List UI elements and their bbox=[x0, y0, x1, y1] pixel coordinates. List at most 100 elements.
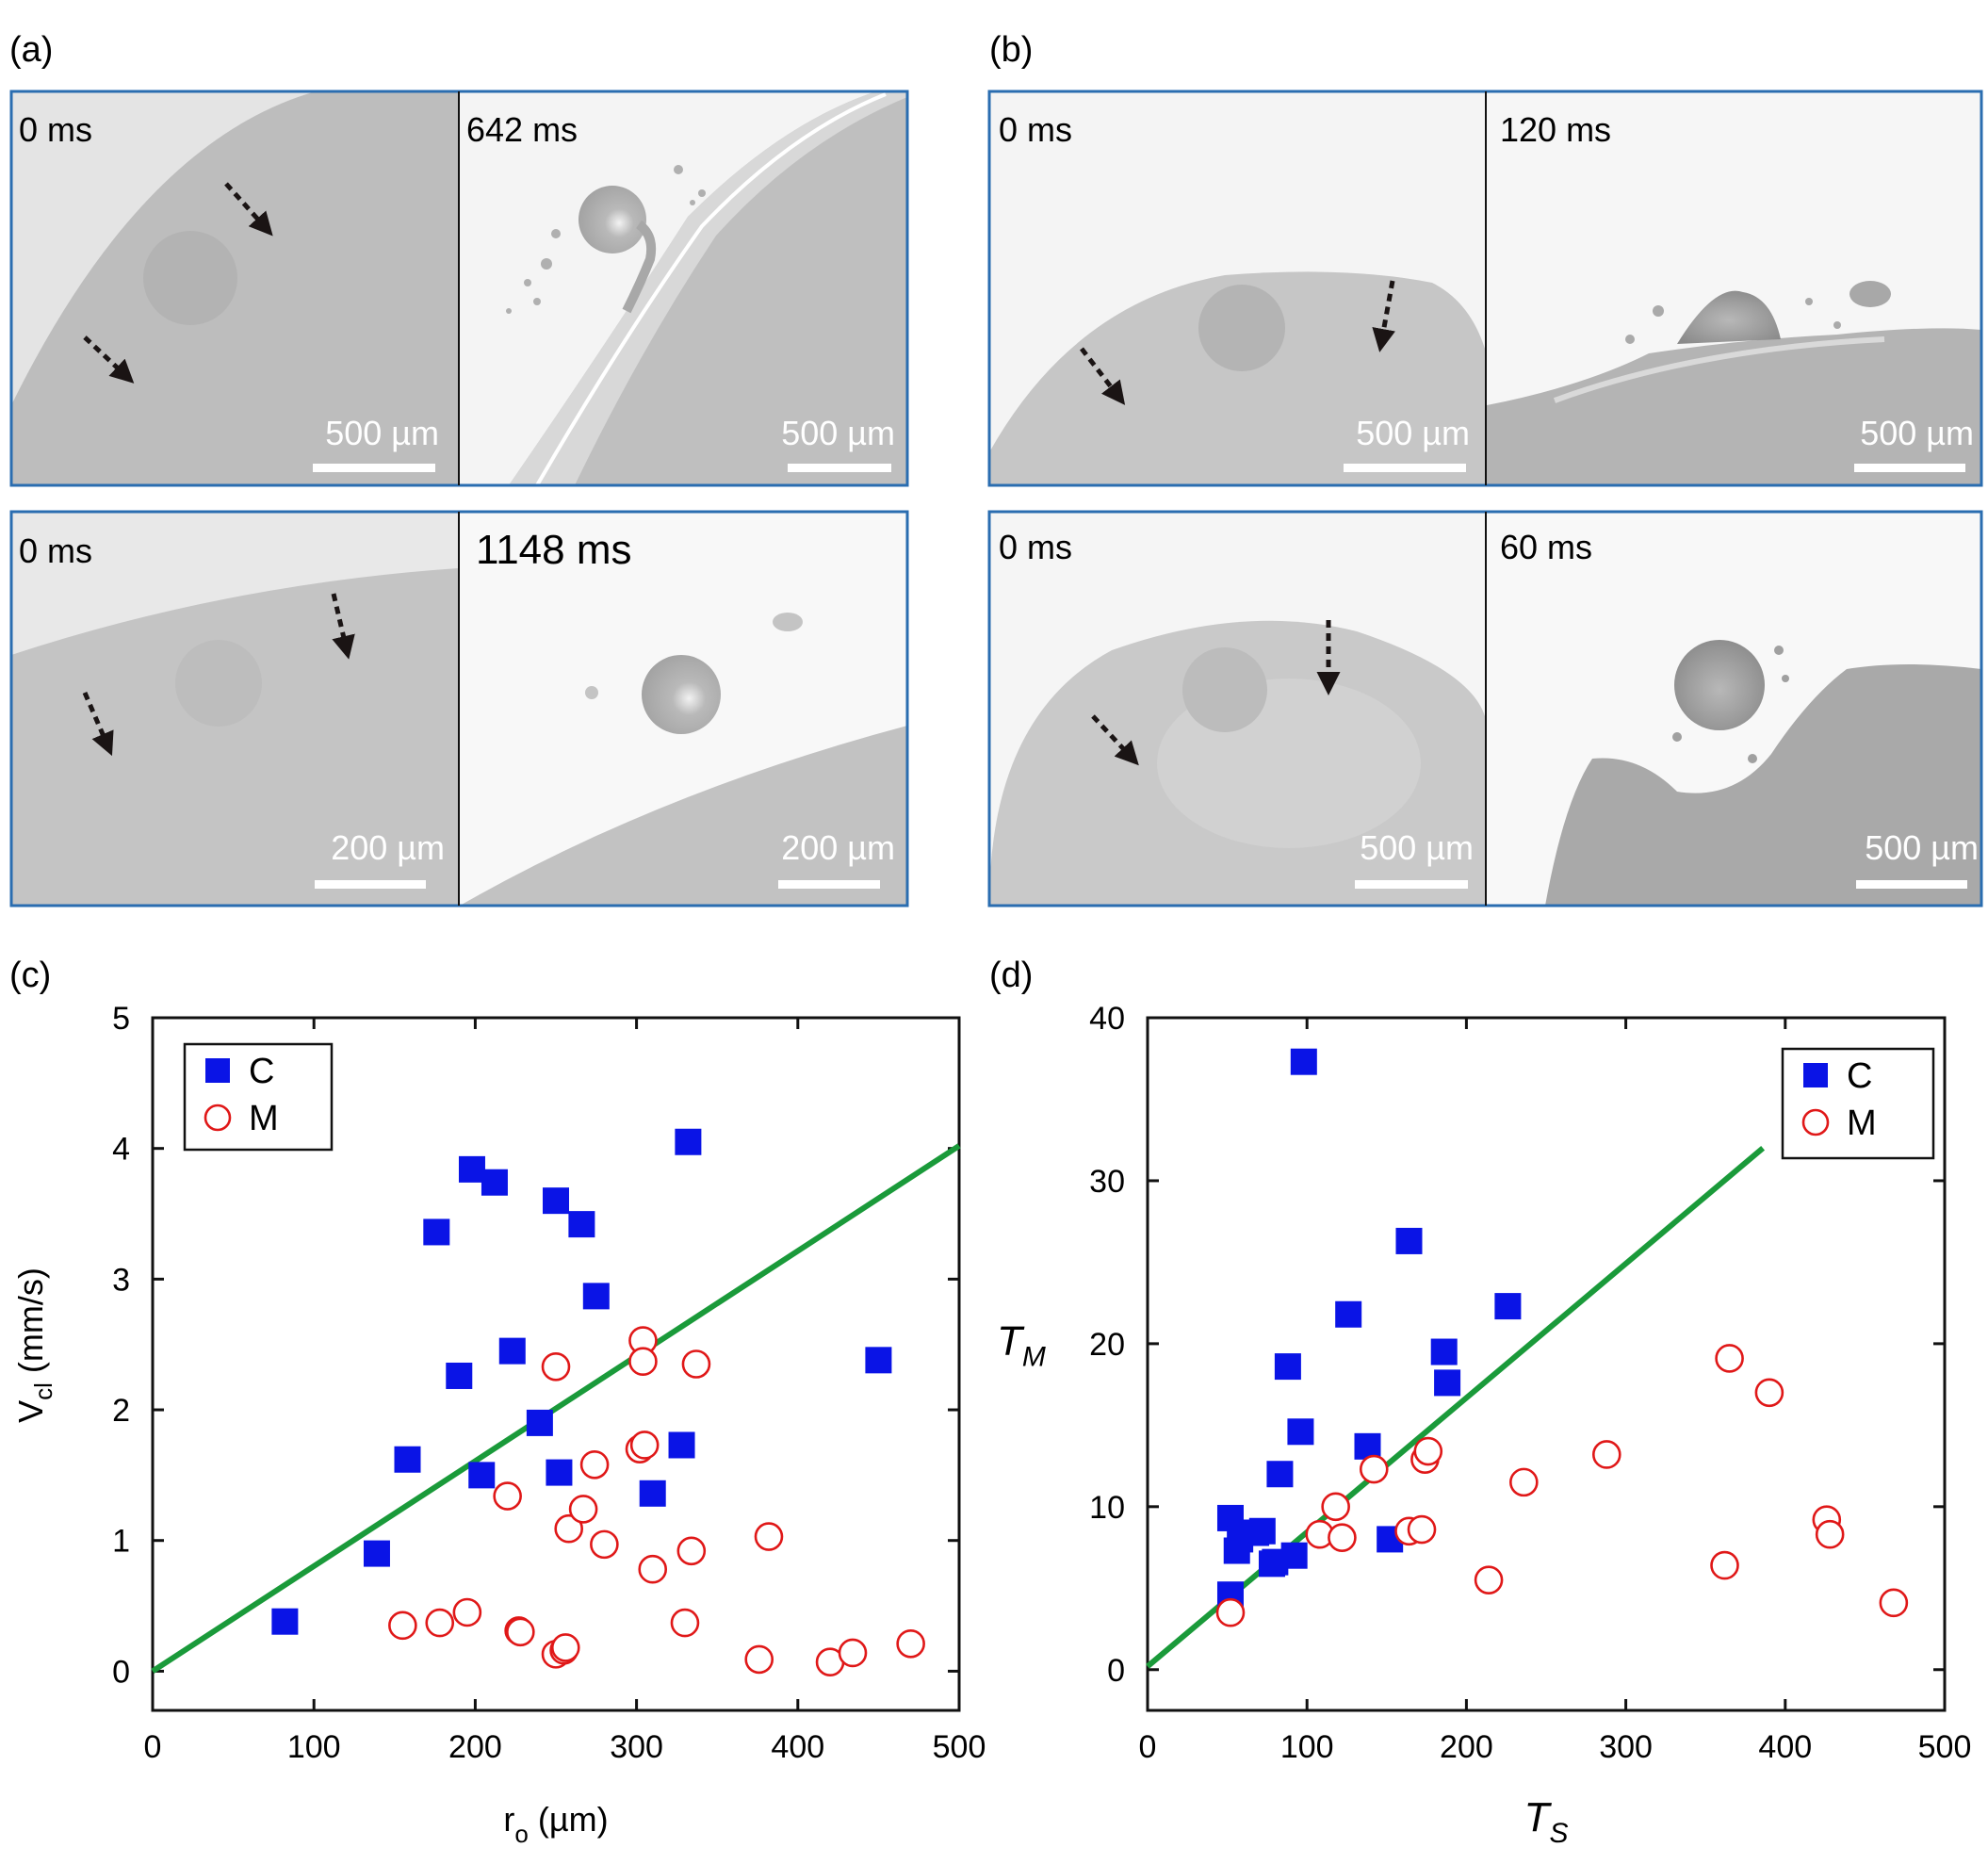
point-C bbox=[1280, 1542, 1308, 1569]
scale-bar bbox=[778, 880, 880, 889]
point-M bbox=[744, 1644, 774, 1675]
point-C bbox=[543, 1187, 569, 1215]
time-label: 0 ms bbox=[999, 110, 1072, 149]
scale-bar bbox=[1854, 464, 1965, 472]
scale-bar bbox=[1355, 880, 1468, 889]
point-C bbox=[582, 1283, 610, 1310]
x-tick-label: 300 bbox=[610, 1729, 663, 1765]
x-tick-label: 0 bbox=[144, 1729, 162, 1765]
point-M bbox=[629, 1431, 660, 1460]
point-M bbox=[1591, 1440, 1621, 1469]
x-tick-label: 300 bbox=[1599, 1729, 1653, 1765]
panel-a-row2-right: 1148 ms 200 µm bbox=[460, 512, 907, 906]
point-C bbox=[363, 1540, 390, 1567]
plot-frame bbox=[1146, 1016, 1947, 1712]
y-tick-label: 10 bbox=[1089, 1490, 1125, 1526]
point-M bbox=[452, 1597, 482, 1627]
scale-label: 500 µm bbox=[1360, 828, 1474, 867]
point-M bbox=[1754, 1378, 1784, 1408]
point-M bbox=[896, 1628, 925, 1659]
time-label: 60 ms bbox=[1500, 528, 1592, 566]
scale-label: 500 µm bbox=[1860, 414, 1974, 452]
time-label: 0 ms bbox=[19, 110, 92, 149]
point-M bbox=[1879, 1588, 1909, 1618]
panel-b-row1-left: 0 ms 500 µm bbox=[989, 91, 1485, 485]
point-M bbox=[550, 1633, 580, 1662]
point-C bbox=[865, 1347, 892, 1374]
time-label: 642 ms bbox=[466, 110, 578, 149]
x-tick-label: 400 bbox=[771, 1729, 824, 1765]
scale-label: 200 µm bbox=[781, 828, 895, 867]
point-M bbox=[670, 1608, 700, 1638]
point-M bbox=[1328, 1523, 1357, 1552]
legend-label-M: M bbox=[1847, 1104, 1877, 1143]
point-C bbox=[675, 1128, 702, 1155]
point-M bbox=[590, 1529, 619, 1560]
point-M bbox=[1474, 1565, 1504, 1594]
point-C bbox=[394, 1446, 421, 1473]
scale-label: 500 µm bbox=[1865, 828, 1979, 867]
point-M bbox=[506, 1617, 535, 1647]
scale-bar bbox=[315, 880, 426, 889]
y-tick-label: 40 bbox=[1089, 1001, 1125, 1037]
point-M bbox=[1715, 1344, 1744, 1373]
fit-line bbox=[151, 1143, 961, 1674]
x-tick-label: 0 bbox=[1139, 1729, 1157, 1765]
scale-bar bbox=[1344, 464, 1466, 472]
x-tick-label: 100 bbox=[1280, 1729, 1334, 1765]
point-M bbox=[1359, 1454, 1389, 1484]
scale-label: 500 µm bbox=[1356, 414, 1470, 452]
point-M bbox=[425, 1608, 455, 1638]
point-C bbox=[1274, 1353, 1301, 1381]
point-C bbox=[1395, 1227, 1423, 1254]
panel-label-a: (a) bbox=[9, 30, 53, 70]
point-C bbox=[546, 1459, 573, 1486]
y-tick-label: 4 bbox=[112, 1132, 130, 1168]
time-label: 120 ms bbox=[1500, 110, 1611, 149]
scale-label: 200 µm bbox=[331, 828, 445, 867]
y-tick-label: 3 bbox=[112, 1262, 130, 1298]
point-C bbox=[526, 1409, 553, 1436]
y-tick-label: 5 bbox=[112, 1001, 130, 1037]
panel-a-row2-left: 0 ms 200 µm bbox=[11, 512, 458, 906]
panel-label-b: (b) bbox=[989, 30, 1033, 70]
point-C bbox=[1290, 1048, 1317, 1075]
point-C bbox=[1434, 1369, 1461, 1397]
time-label: 0 ms bbox=[999, 528, 1072, 566]
time-label: 1148 ms bbox=[476, 527, 632, 573]
y-axis-label: Vcl (mm/s) bbox=[11, 1267, 57, 1423]
point-M bbox=[493, 1481, 522, 1511]
legend-label-C: C bbox=[1847, 1056, 1872, 1096]
legend-marker-M bbox=[204, 1104, 232, 1132]
y-tick-label: 1 bbox=[112, 1524, 130, 1560]
legend-marker-C bbox=[1803, 1063, 1828, 1087]
point-C bbox=[1248, 1517, 1276, 1545]
point-M bbox=[1815, 1519, 1845, 1549]
point-C bbox=[458, 1155, 485, 1183]
time-label: 0 ms bbox=[19, 531, 92, 570]
x-tick-label: 200 bbox=[1440, 1729, 1493, 1765]
point-C bbox=[446, 1362, 473, 1389]
x-axis-label: ro (µm) bbox=[503, 1800, 608, 1848]
point-M bbox=[838, 1638, 868, 1668]
x-tick-label: 400 bbox=[1758, 1729, 1812, 1765]
y-tick-label: 0 bbox=[112, 1654, 130, 1690]
y-tick-label: 30 bbox=[1089, 1164, 1125, 1200]
x-tick-label: 100 bbox=[287, 1729, 341, 1765]
point-C bbox=[668, 1431, 695, 1459]
panel-b-row2-left: 0 ms 500 µm bbox=[989, 512, 1485, 906]
point-C bbox=[1266, 1461, 1294, 1488]
point-M bbox=[628, 1347, 658, 1377]
point-M bbox=[1710, 1550, 1739, 1580]
point-M bbox=[1215, 1597, 1246, 1627]
y-tick-label: 2 bbox=[112, 1393, 130, 1429]
point-M bbox=[754, 1522, 784, 1551]
point-C bbox=[271, 1608, 299, 1635]
point-M bbox=[1509, 1467, 1539, 1497]
y-tick-label: 20 bbox=[1089, 1327, 1125, 1363]
fit-line bbox=[1146, 1146, 1766, 1669]
x-tick-label: 500 bbox=[933, 1729, 986, 1765]
point-C bbox=[481, 1169, 508, 1196]
